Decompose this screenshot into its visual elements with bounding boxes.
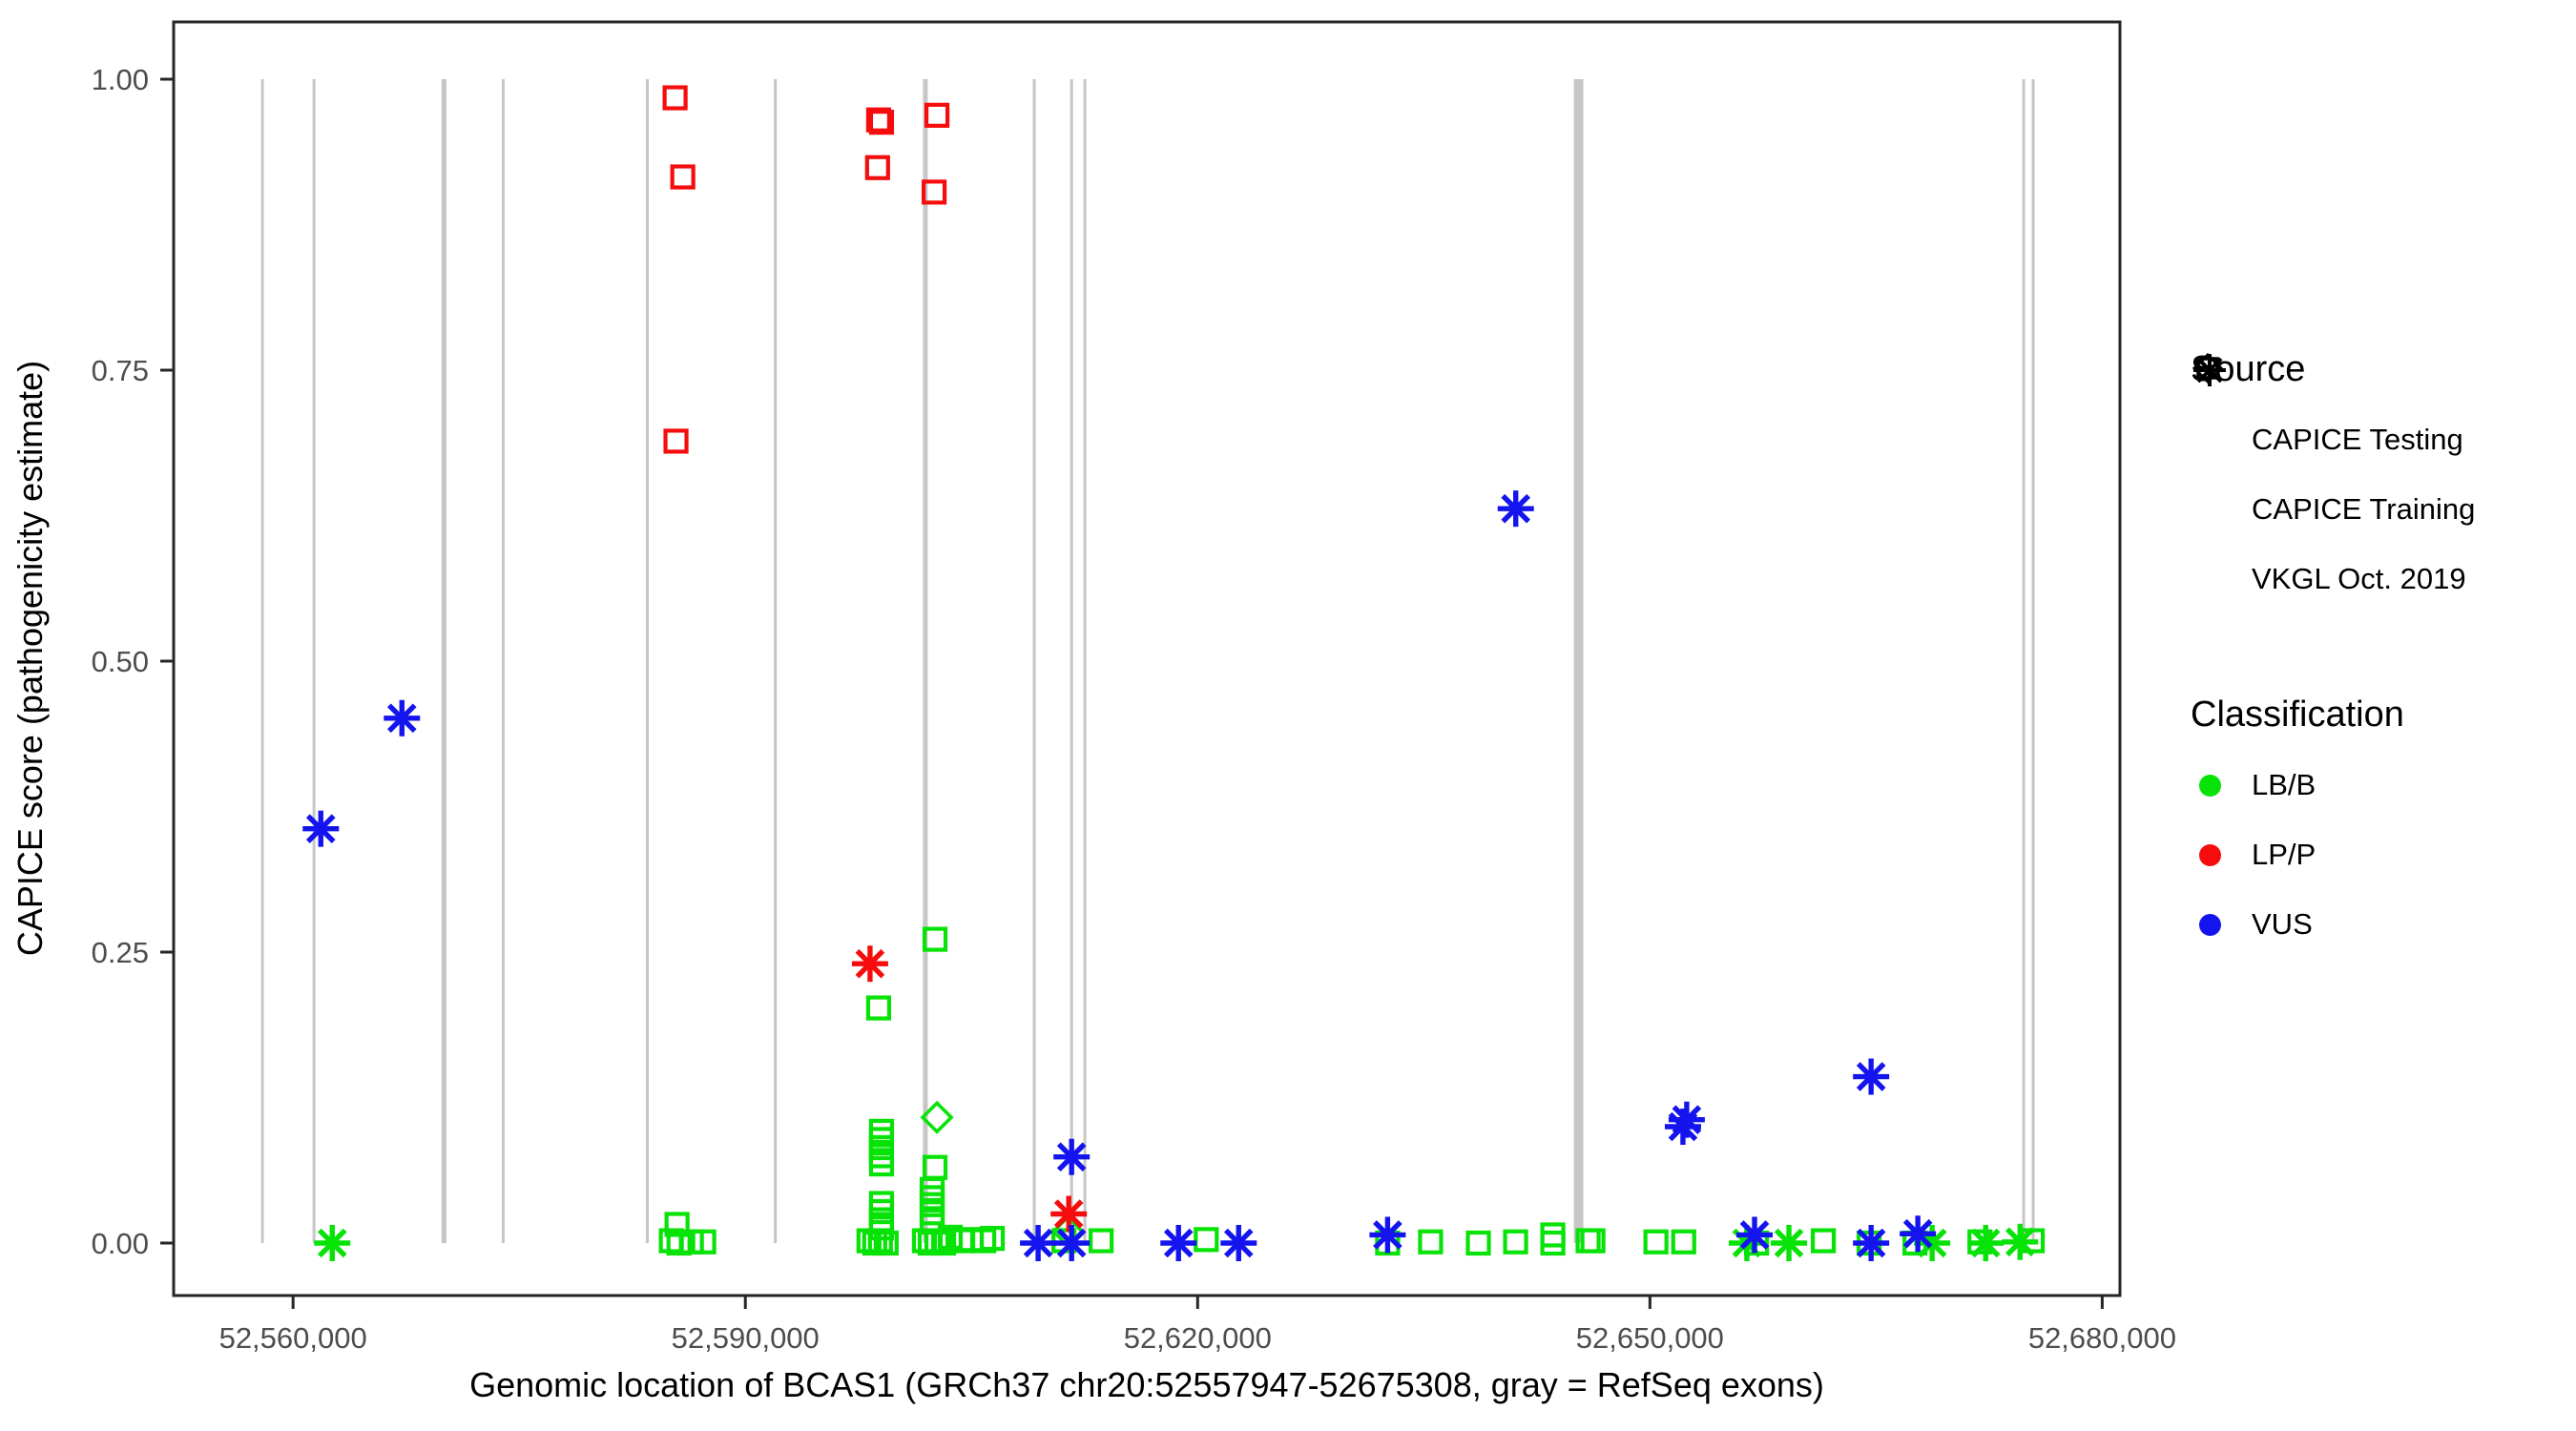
red-dot-icon: [2191, 836, 2229, 874]
axis-ticks: [160, 77, 2104, 1309]
legend-item-capice-training: CAPICE Training: [2191, 357, 2476, 529]
y-tick-label: 1.00: [92, 63, 149, 96]
y-tick-label: 0.25: [92, 936, 149, 969]
legend-item-label: LP/P: [2252, 838, 2316, 871]
refseq-exon-bar: [2022, 79, 2025, 1243]
plot-panel: [174, 22, 2120, 1296]
blue-dot-icon: [2191, 905, 2229, 944]
series-vkgl-oct-2019-lp-p: [851, 945, 1088, 1233]
refseq-exon-bar: [1070, 79, 1073, 1243]
legend-item-label: LB/B: [2252, 768, 2316, 801]
diamond-icon: [2191, 352, 2229, 459]
legend-item-vus: VUS: [2191, 907, 2404, 942]
y-tick-label: 0.00: [92, 1227, 149, 1260]
refseq-exon-bar: [1083, 79, 1087, 1243]
refseq-exon-bars: [260, 79, 2035, 1243]
legend-source-title: Source: [2191, 349, 2306, 389]
series-vkgl-oct-2019-vus: [302, 490, 1937, 1261]
x-tick-label: 52,680,000: [2028, 1321, 2176, 1355]
x-tick-label: 52,650,000: [1576, 1321, 1724, 1355]
legend-item-label: CAPICE Training: [2252, 492, 2476, 526]
legend-item-capice-testing: CAPICE Testing: [2191, 352, 2475, 459]
x-tick-label: 52,590,000: [672, 1321, 820, 1355]
legend-classification-title: Classification: [2191, 695, 2404, 735]
y-tick-label: 0.50: [92, 645, 149, 678]
green-dot-icon: [2191, 766, 2229, 804]
y-axis-title: CAPICE score (pathogenicity estimate): [10, 361, 50, 956]
x-tick-label: 52,620,000: [1124, 1321, 1272, 1355]
legend-item-lpp: LP/P: [2191, 838, 2404, 872]
refseq-exon-bar: [923, 79, 928, 1243]
refseq-exon-bar: [1032, 79, 1036, 1243]
refseq-exon-bar: [312, 79, 316, 1243]
x-axis-title: Genomic location of BCAS1 (GRCh37 chr20:…: [469, 1365, 1824, 1404]
panel-border: [172, 20, 2122, 1297]
square-icon: [2191, 357, 2229, 529]
legend-item-label: VUS: [2252, 907, 2313, 941]
legend-source: Source CAPICE Testing CAPICE Training: [2191, 351, 2475, 596]
legend-item-label: CAPICE Testing: [2252, 423, 2463, 456]
data-points-layer: [302, 85, 2046, 1261]
legend-item-label: VKGL Oct. 2019: [2252, 562, 2466, 595]
refseq-exon-bar: [1573, 79, 1584, 1243]
refseq-exon-bar: [441, 79, 447, 1243]
refseq-exon-bar: [646, 79, 650, 1243]
y-tick-label: 0.75: [92, 354, 149, 387]
series-capice-training-lp-p: [662, 85, 950, 454]
refseq-exon-bar: [501, 79, 505, 1243]
refseq-exon-bar: [2031, 79, 2035, 1243]
asterisk-icon: [2191, 354, 2229, 598]
legend-classification: Classification LB/B LP/P VUS: [2191, 696, 2404, 942]
legend-item-lbb: LB/B: [2191, 768, 2404, 802]
axis-tick-labels: 52,560,000 52,590,000 52,620,000 52,650,000…: [92, 63, 2176, 1355]
x-tick-label: 52,560,000: [219, 1321, 367, 1355]
legend-item-vkgl: VKGL Oct. 2019: [2191, 354, 2475, 598]
refseq-exon-bar: [260, 79, 264, 1243]
refseq-exon-bar: [774, 79, 778, 1243]
